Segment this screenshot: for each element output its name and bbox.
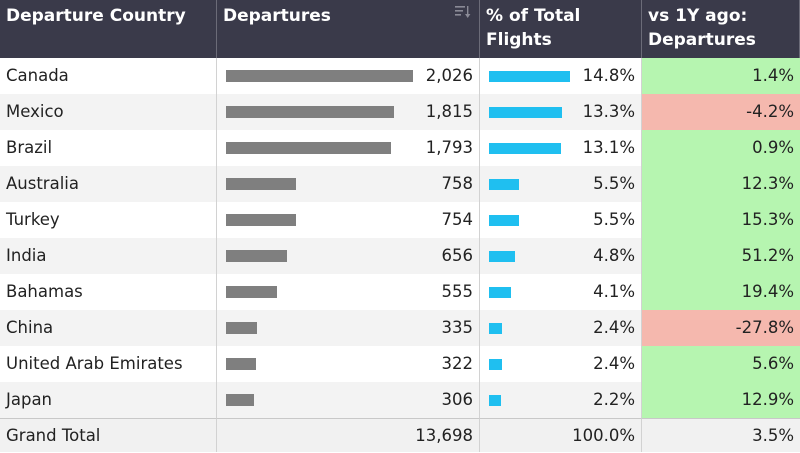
departures-bar <box>226 394 254 406</box>
header-pct-total-flights[interactable]: % of Total Flights <box>480 0 642 58</box>
header-departure-country[interactable]: Departure Country <box>0 0 217 58</box>
departures-value: 555 <box>441 282 474 301</box>
departures-value: 306 <box>441 390 474 409</box>
country-cell[interactable]: Japan <box>0 382 217 418</box>
departures-value: 1,793 <box>425 138 473 157</box>
pct-total-bar <box>489 142 561 154</box>
yoy-change-cell[interactable]: 12.3% <box>642 166 800 202</box>
pct-total-bar <box>489 178 519 190</box>
pct-total-value: 2.4% <box>593 318 635 337</box>
yoy-change-cell[interactable]: 51.2% <box>642 238 800 274</box>
yoy-change-cell[interactable]: -4.2% <box>642 94 800 130</box>
yoy-change-cell[interactable]: 12.9% <box>642 382 800 418</box>
pct-total-value: 4.8% <box>593 246 635 265</box>
departures-value: 335 <box>441 318 474 337</box>
grand-total-yoy: 3.5% <box>642 418 800 452</box>
departures-bar <box>226 106 394 118</box>
pct-total-cell[interactable]: 13.3% <box>480 94 642 130</box>
pct-total-value: 14.8% <box>582 66 635 85</box>
departures-cell[interactable]: 1,815 <box>217 94 480 130</box>
departures-cell[interactable]: 656 <box>217 238 480 274</box>
departures-cell[interactable]: 555 <box>217 274 480 310</box>
header-vs-1y-ago[interactable]: vs 1Y ago: Departures <box>642 0 800 58</box>
country-cell[interactable]: Turkey <box>0 202 217 238</box>
departures-value: 322 <box>441 354 474 373</box>
pct-total-bar <box>489 322 502 334</box>
yoy-change-cell[interactable]: -27.8% <box>642 310 800 346</box>
yoy-change-cell[interactable]: 15.3% <box>642 202 800 238</box>
yoy-change-cell[interactable]: 5.6% <box>642 346 800 382</box>
pct-total-cell[interactable]: 2.4% <box>480 346 642 382</box>
pct-total-value: 13.3% <box>582 102 635 121</box>
pct-total-cell[interactable]: 14.8% <box>480 58 642 94</box>
header-departures[interactable]: Departures <box>217 0 480 58</box>
departures-bar <box>226 70 413 82</box>
departures-bar <box>226 142 391 154</box>
sort-descending-icon[interactable] <box>455 5 471 19</box>
country-cell[interactable]: Bahamas <box>0 274 217 310</box>
grand-total-departures: 13,698 <box>217 418 480 452</box>
yoy-change-cell[interactable]: 0.9% <box>642 130 800 166</box>
departures-value: 1,815 <box>425 102 473 121</box>
departures-value: 656 <box>441 246 474 265</box>
country-cell[interactable]: United Arab Emirates <box>0 346 217 382</box>
pct-total-cell[interactable]: 13.1% <box>480 130 642 166</box>
pct-total-cell[interactable]: 4.8% <box>480 238 642 274</box>
pct-total-bar <box>489 394 501 406</box>
country-cell[interactable]: Canada <box>0 58 217 94</box>
departures-bar <box>226 286 277 298</box>
departures-bar <box>226 358 256 370</box>
country-cell[interactable]: Australia <box>0 166 217 202</box>
pct-total-value: 5.5% <box>593 210 635 229</box>
pct-total-bar <box>489 358 502 370</box>
pct-total-bar <box>489 214 519 226</box>
pct-total-cell[interactable]: 2.2% <box>480 382 642 418</box>
departures-value: 758 <box>441 174 474 193</box>
country-cell[interactable]: India <box>0 238 217 274</box>
grand-total-label: Grand Total <box>0 418 217 452</box>
pct-total-value: 13.1% <box>582 138 635 157</box>
pct-total-cell[interactable]: 4.1% <box>480 274 642 310</box>
pct-total-cell[interactable]: 5.5% <box>480 202 642 238</box>
pct-total-value: 2.4% <box>593 354 635 373</box>
pct-total-value: 4.1% <box>593 282 635 301</box>
departures-cell[interactable]: 1,793 <box>217 130 480 166</box>
departures-bar <box>226 178 296 190</box>
departures-cell[interactable]: 322 <box>217 346 480 382</box>
country-cell[interactable]: Brazil <box>0 130 217 166</box>
departures-cell[interactable]: 758 <box>217 166 480 202</box>
pct-total-bar <box>489 286 511 298</box>
departures-bar <box>226 250 287 262</box>
pct-total-value: 5.5% <box>593 174 635 193</box>
country-cell[interactable]: Mexico <box>0 94 217 130</box>
departures-cell[interactable]: 306 <box>217 382 480 418</box>
departures-bar <box>226 214 296 226</box>
country-cell[interactable]: China <box>0 310 217 346</box>
yoy-change-cell[interactable]: 1.4% <box>642 58 800 94</box>
pct-total-cell[interactable]: 2.4% <box>480 310 642 346</box>
grand-total-pct: 100.0% <box>480 418 642 452</box>
header-departures-label: Departures <box>223 6 331 26</box>
pct-total-bar <box>489 250 515 262</box>
pct-total-value: 2.2% <box>593 390 635 409</box>
departures-cell[interactable]: 754 <box>217 202 480 238</box>
departures-value: 2,026 <box>425 66 473 85</box>
pct-total-bar <box>489 106 562 118</box>
departures-bar <box>226 322 257 334</box>
departures-cell[interactable]: 2,026 <box>217 58 480 94</box>
pct-total-cell[interactable]: 5.5% <box>480 166 642 202</box>
yoy-change-cell[interactable]: 19.4% <box>642 274 800 310</box>
departures-value: 754 <box>441 210 474 229</box>
departures-cell[interactable]: 335 <box>217 310 480 346</box>
pct-total-bar <box>489 70 570 82</box>
